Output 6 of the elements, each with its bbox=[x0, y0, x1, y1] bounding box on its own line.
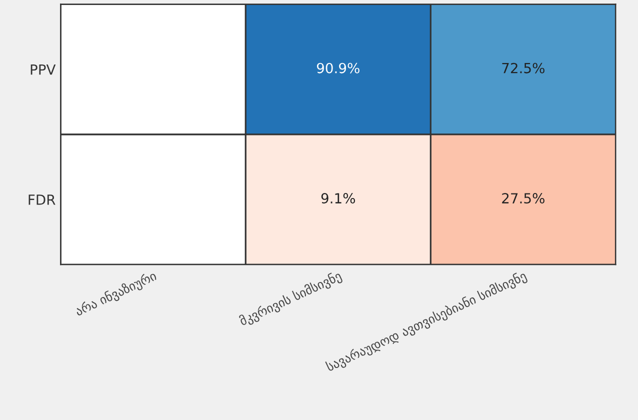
data-label: 9.1% bbox=[321, 193, 356, 204]
y-tick-label: FDR bbox=[28, 194, 56, 205]
data-label: 27.5% bbox=[502, 193, 544, 204]
data-label: 72.5% bbox=[502, 62, 544, 74]
data-label: 90.9% bbox=[316, 62, 360, 74]
y-tick-label: PPV bbox=[30, 64, 56, 75]
